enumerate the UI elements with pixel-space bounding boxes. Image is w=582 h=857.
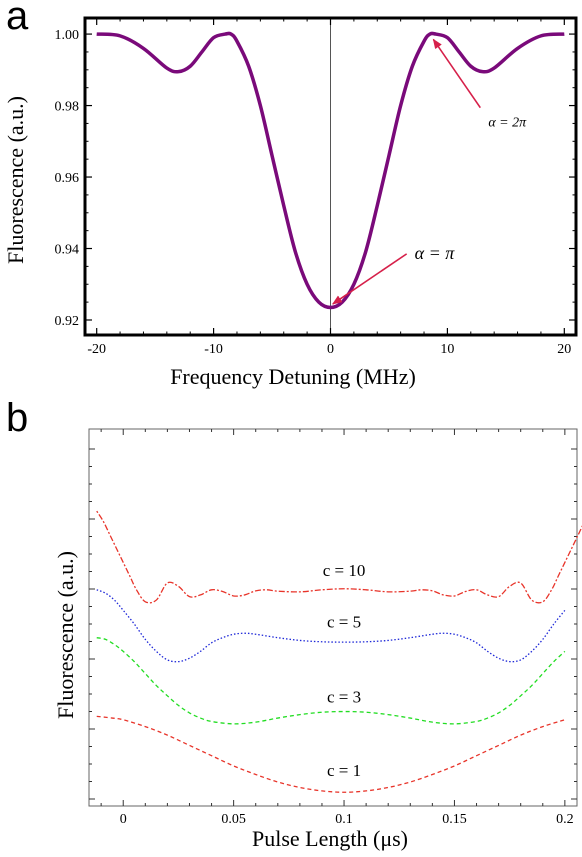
chart-a-xtick-label: 10 bbox=[440, 342, 454, 357]
chart-a-ytick-label: 0.92 bbox=[55, 314, 80, 329]
chart-a-xtick-label: -10 bbox=[204, 342, 223, 357]
chart-b-series-line bbox=[96, 510, 582, 604]
chart-a-xtick-label: -20 bbox=[87, 342, 106, 357]
chart-b-series-label: c = 1 bbox=[327, 761, 361, 780]
chart-a-ylabel: Fluorescence (a.u.) bbox=[3, 96, 28, 264]
chart-b-frame bbox=[88, 428, 578, 807]
chart-a-ytick-label: 1.00 bbox=[55, 28, 80, 43]
chart-b-series-label: c = 3 bbox=[327, 688, 361, 707]
chart-a-annotation-label: α = 2π bbox=[488, 116, 527, 131]
chart-a-annotation-arrow bbox=[432, 38, 481, 109]
chart-a-xtick-label: 0 bbox=[327, 342, 334, 357]
chart-b-series-line bbox=[96, 589, 566, 663]
chart-b-xtick-label: 0.15 bbox=[442, 812, 467, 827]
chart-b-xtick-label: 0.2 bbox=[556, 812, 574, 827]
chart-b-xtick-label: 0.05 bbox=[221, 812, 246, 827]
chart-b-series-line bbox=[96, 715, 566, 793]
panel-a-label: a bbox=[6, 0, 29, 38]
chart-b-ylabel: Fluorescence (a.u.) bbox=[53, 551, 78, 719]
chart-b-series-label: c = 5 bbox=[327, 612, 361, 631]
chart-b-series-label: c = 10 bbox=[323, 561, 366, 580]
chart-a-xlabel: Frequency Detuning (MHz) bbox=[170, 364, 416, 389]
chart-a-series-line bbox=[96, 31, 565, 310]
chart-b-series-line bbox=[96, 637, 566, 725]
chart-a-xtick-label: 20 bbox=[557, 342, 571, 357]
panel-b-label: b bbox=[6, 396, 29, 440]
chart-a-ytick-label: 0.94 bbox=[55, 243, 80, 258]
chart-b-xtick-label: 0.1 bbox=[335, 812, 353, 827]
chart-a-ytick-label: 0.98 bbox=[55, 100, 80, 115]
chart-a-annotation-arrow bbox=[332, 253, 408, 305]
chart-b-xtick-label: 0 bbox=[120, 812, 127, 827]
chart-a-annotation-label: α = π bbox=[415, 243, 456, 263]
chart-b-xlabel: Pulse Length (μs) bbox=[252, 826, 408, 851]
chart-a-ytick-label: 0.96 bbox=[55, 171, 80, 186]
